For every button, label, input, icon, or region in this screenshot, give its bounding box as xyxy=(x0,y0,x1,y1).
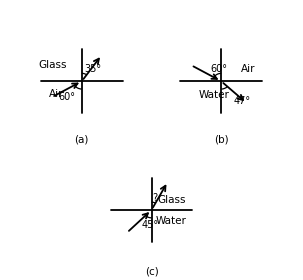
Text: 60°: 60° xyxy=(59,92,76,102)
Text: ?: ? xyxy=(153,193,158,203)
Text: Water: Water xyxy=(156,216,187,226)
Text: 45°: 45° xyxy=(142,220,158,230)
Text: Air: Air xyxy=(49,88,63,99)
Text: Glass: Glass xyxy=(39,60,67,70)
Text: (b): (b) xyxy=(214,135,228,145)
Text: Water: Water xyxy=(198,90,229,100)
Text: (a): (a) xyxy=(75,135,89,145)
Text: 60°: 60° xyxy=(210,64,227,74)
Text: Air: Air xyxy=(241,64,255,74)
Text: 35°: 35° xyxy=(85,64,102,74)
Text: Glass: Glass xyxy=(157,195,185,205)
Text: (c): (c) xyxy=(145,267,158,277)
Text: 47°: 47° xyxy=(233,96,250,106)
